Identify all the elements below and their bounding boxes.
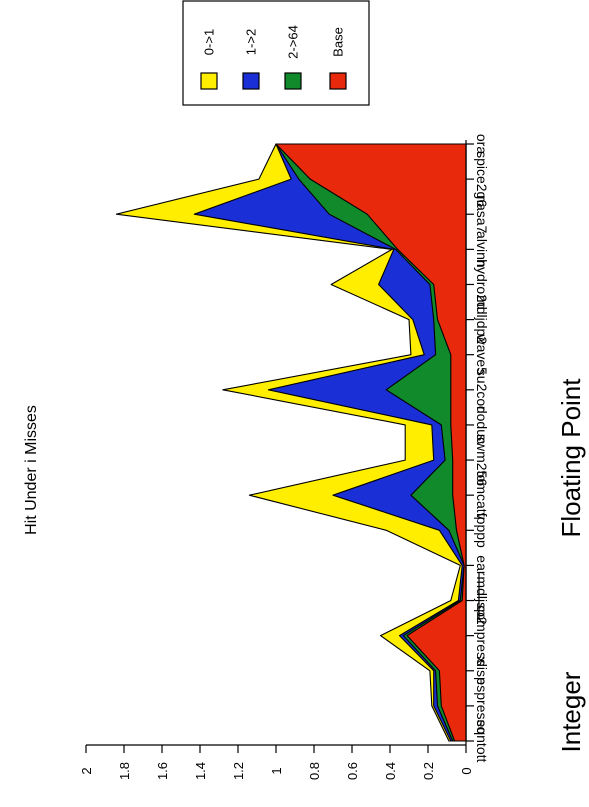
value-tick-label: 0 — [459, 767, 474, 774]
legend-swatch — [329, 72, 347, 90]
value-tick-label: 0.6 — [345, 762, 360, 780]
category-label: tomcatv — [474, 471, 490, 520]
chart-title: Hit Under i Misses — [23, 405, 40, 535]
legend: 0->1 1->2 2->64 Base — [182, 0, 370, 106]
value-tick-label: 0.4 — [383, 762, 398, 780]
area-series-group — [115, 143, 467, 742]
category-label: hydro2d — [474, 259, 490, 310]
category-label: eqntott — [474, 720, 490, 763]
legend-label: 1->2 — [244, 29, 259, 55]
legend-swatch — [200, 72, 218, 90]
category-label: fpppp — [474, 513, 490, 548]
category-label: alvinn — [474, 231, 490, 268]
legend-swatch — [242, 72, 260, 90]
value-tick-label: 1.6 — [155, 762, 170, 780]
value-tick-label: 0.2 — [421, 762, 436, 780]
category-label: mdljsp2 — [474, 576, 490, 624]
category-label: swm256 — [474, 434, 490, 486]
group-label-integer: Integer — [556, 671, 586, 752]
value-tick-label: 1.2 — [231, 762, 246, 780]
group-label-floating-point: Floating Point — [556, 378, 586, 538]
category-label: su2cor — [474, 369, 490, 411]
area-1-2 — [193, 143, 467, 742]
value-tick-label: 1.4 — [193, 762, 208, 780]
category-label: espresso — [474, 677, 490, 734]
category-label: doduc — [474, 406, 490, 444]
category-label: ora — [474, 134, 490, 154]
category-label: wave5 — [474, 333, 490, 375]
category-label: nasa7 — [474, 195, 490, 233]
value-tick-label: 1.8 — [117, 762, 132, 780]
category-label: ear — [474, 555, 490, 576]
legend-label: 2->64 — [286, 25, 301, 59]
area-0-1 — [115, 143, 467, 742]
legend-label: Base — [331, 27, 346, 57]
area-base — [275, 143, 467, 742]
legend-label: 0->1 — [202, 29, 217, 55]
value-tick-label: 0.8 — [307, 762, 322, 780]
value-axis: 0 0.2 0.4 0.6 0.8 1 1.2 1.4 1.6 1.8 2 — [79, 744, 474, 780]
category-label: compress — [474, 605, 490, 666]
category-label: spice2g6 — [474, 151, 490, 207]
value-tick-label: 2 — [79, 767, 94, 774]
category-label: xlisp — [474, 657, 490, 685]
value-tick-label: 1 — [269, 767, 284, 774]
legend-swatch — [284, 72, 302, 90]
category-label: mdljdp2 — [474, 295, 490, 344]
